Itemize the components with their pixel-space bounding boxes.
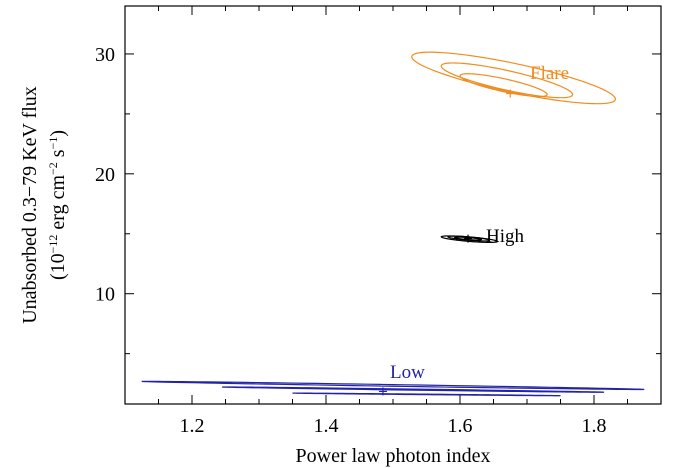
ticks: 1.2 1.4 1.6 1.8 10 20 30	[95, 6, 661, 437]
y-axis-title-exp3: −1	[46, 137, 60, 150]
contour-high-3	[440, 235, 499, 243]
x-tick-label: 1.8	[582, 415, 607, 437]
y-axis-title-suffix: )	[47, 130, 69, 137]
best-fit-high	[464, 234, 473, 243]
y-axis-title-prefix: (10	[47, 253, 69, 280]
x-axis-title: Power law photon index	[296, 445, 491, 467]
y-axis-title-line2: (10−12 erg cm−2 s−1)	[46, 130, 69, 280]
y-axis-title-mid: erg cm	[47, 175, 69, 235]
series-label-flare: Flare	[530, 63, 569, 84]
y-tick-label: 20	[95, 164, 115, 186]
contour-high-1	[453, 236, 483, 241]
plot-frame	[124, 5, 662, 405]
y-tick-label: 10	[95, 284, 115, 306]
contour-flare-2	[440, 62, 574, 99]
contour-low-3	[141, 380, 645, 391]
x-tick-label: 1.4	[314, 415, 339, 437]
y-axis-title-exp1: −12	[46, 235, 60, 254]
contour-flare-3	[411, 51, 617, 105]
x-tick-label: 1.6	[448, 415, 473, 437]
series-label-high: High	[486, 226, 525, 247]
y-tick-label: 30	[95, 44, 115, 66]
best-fit-low	[378, 387, 387, 396]
contours	[141, 51, 645, 397]
y-axis-title-mid2: s	[47, 149, 69, 162]
x-tick-label: 1.2	[180, 415, 205, 437]
best-fit-flare	[506, 89, 515, 98]
contour-low-1	[292, 392, 561, 397]
y-axis-title-exp2: −2	[46, 162, 60, 175]
y-axis-title-line1: Unabsorbed 0.3−79 KeV flux	[19, 86, 41, 324]
contour-low-2	[222, 386, 605, 393]
series-label-low: Low	[390, 362, 425, 383]
